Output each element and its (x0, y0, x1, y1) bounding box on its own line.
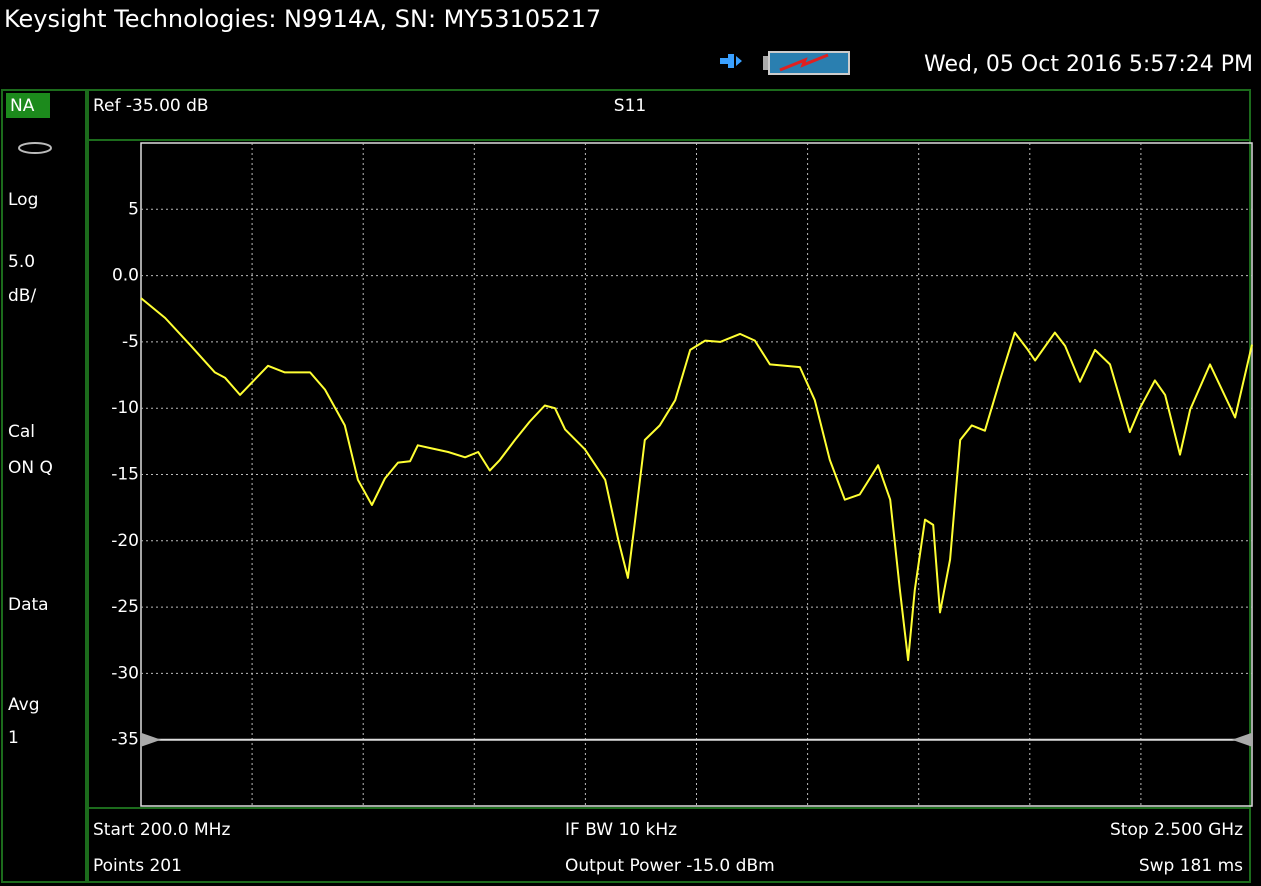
points: Points 201 (93, 856, 182, 876)
trace (140, 297, 1253, 662)
y-tick-label: 0.0 (112, 266, 139, 286)
mode: NA (10, 96, 35, 116)
footer-box (87, 807, 1251, 883)
left-panel-border (1, 89, 87, 883)
avg-count: 1 (8, 728, 19, 748)
avg-label: Avg (8, 695, 40, 715)
plot: 5 0.0 -5 -10 -15 -20 -25 -30 -35 (111, 143, 1253, 806)
y-tick-label: -20 (111, 531, 139, 551)
scale-unit: dB/ (8, 286, 36, 306)
sweep-time: Swp 181 ms (1139, 856, 1243, 876)
y-tick-label: -30 (111, 663, 139, 683)
scale-type: Log (8, 190, 38, 210)
ref-marker-right (1232, 732, 1252, 747)
trace-label: Data (8, 595, 49, 615)
sweep-icon (18, 142, 52, 154)
scale: 5.0 (8, 252, 35, 272)
stop-freq: Stop 2.500 GHz (1110, 820, 1243, 840)
output-power: Output Power -15.0 dBm (565, 856, 775, 876)
y-tick-label: -25 (111, 597, 139, 617)
if-bw: IF BW 10 kHz (565, 820, 677, 840)
ref-label: Ref -35.00 dB (93, 96, 209, 116)
ref-marker-left (141, 732, 161, 747)
charging-bolt (779, 53, 829, 72)
status-icons (720, 51, 850, 75)
y-tick-label: 5 (128, 199, 139, 219)
mode-badge (6, 93, 50, 118)
power-icon (720, 54, 742, 68)
datetime: Wed, 05 Oct 2016 5:57:24 PM (924, 52, 1253, 77)
y-tick-label: -35 (111, 730, 139, 750)
start-freq: Start 200.0 MHz (93, 820, 230, 840)
battery-tip (763, 56, 768, 70)
cal-state: ON Q (8, 458, 53, 478)
y-tick-label: -10 (111, 398, 139, 418)
instrument-title: Keysight Technologies: N9914A, SN: MY531… (4, 5, 601, 33)
y-tick-label: -15 (111, 465, 139, 485)
y-tick-label: -5 (122, 332, 139, 352)
cal-label: Cal (8, 422, 35, 442)
trace-name: S11 (614, 96, 646, 116)
